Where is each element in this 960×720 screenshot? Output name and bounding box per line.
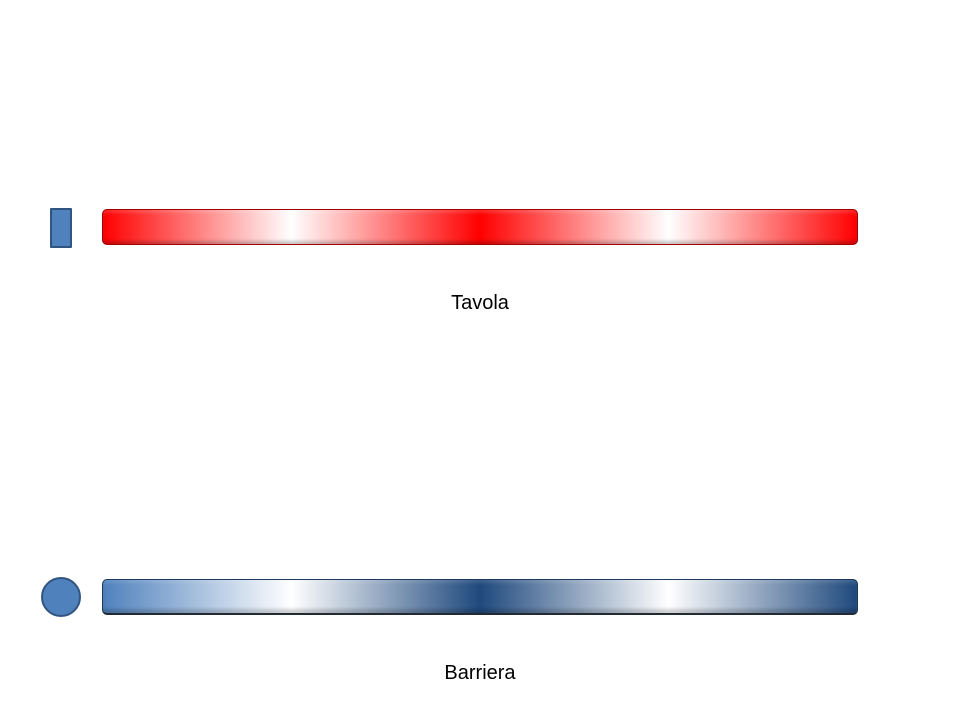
red-gradient-bar — [102, 209, 858, 245]
barriera-label: Barriera — [444, 662, 516, 684]
circle-marker-icon — [41, 577, 81, 617]
blue-gradient-bar — [102, 579, 858, 615]
tavola-label: Tavola — [451, 292, 509, 314]
rectangle-marker-icon — [50, 208, 72, 248]
